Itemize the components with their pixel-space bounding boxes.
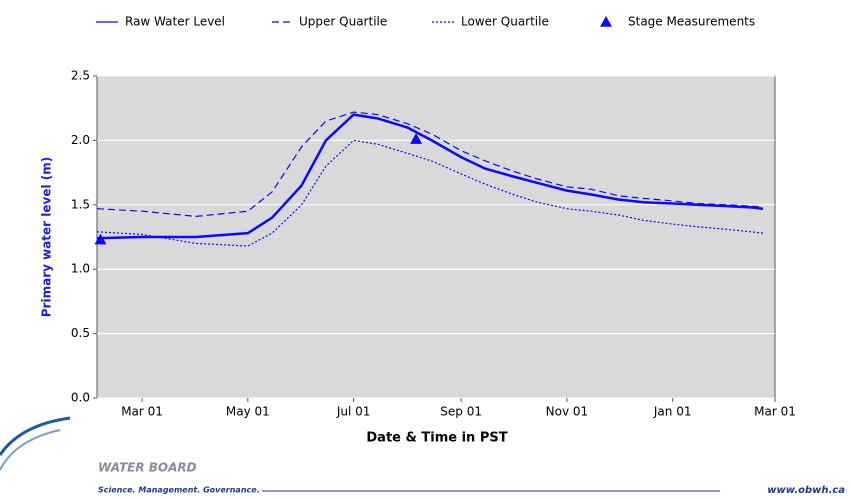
x-tick-label: Sep 01 <box>440 405 482 419</box>
series-line <box>96 113 764 240</box>
series-line <box>96 139 763 247</box>
y-tick-label: 2.5 <box>71 69 90 83</box>
legend-label: Lower Quartile <box>461 15 549 29</box>
x-axis-label: Date & Time in PST <box>366 431 507 446</box>
y-tick-label: 0.0 <box>71 391 90 405</box>
footer-url: www.obwh.ca <box>767 485 845 496</box>
x-tick-label: Mar 01 <box>121 405 163 419</box>
legend-label: Stage Measurements <box>628 15 755 29</box>
series-line <box>96 111 763 218</box>
logo-arc <box>0 429 61 471</box>
x-tick-label: Mar 01 <box>754 405 796 419</box>
stage-marker <box>94 233 107 245</box>
footer-org: WATER BOARD <box>98 461 197 475</box>
legend-swatch <box>600 16 612 27</box>
y-tick-label: 2.0 <box>71 133 90 147</box>
y-axis-label: Primary water level (m) <box>40 157 54 317</box>
x-tick-label: Jul 01 <box>336 405 371 419</box>
y-tick-label: 1.0 <box>71 262 90 276</box>
y-tick-label: 1.5 <box>71 197 90 211</box>
footer-tagline: Science. Management. Governance. <box>98 486 260 495</box>
x-tick-label: May 01 <box>226 405 270 419</box>
logo-arc <box>0 416 71 456</box>
legend-label: Raw Water Level <box>125 15 225 29</box>
legend-label: Upper Quartile <box>299 15 387 29</box>
y-tick-label: 0.5 <box>71 326 90 340</box>
x-tick-label: Jan 01 <box>653 405 692 419</box>
x-tick-label: Nov 01 <box>546 405 589 419</box>
stage-marker <box>410 133 423 144</box>
